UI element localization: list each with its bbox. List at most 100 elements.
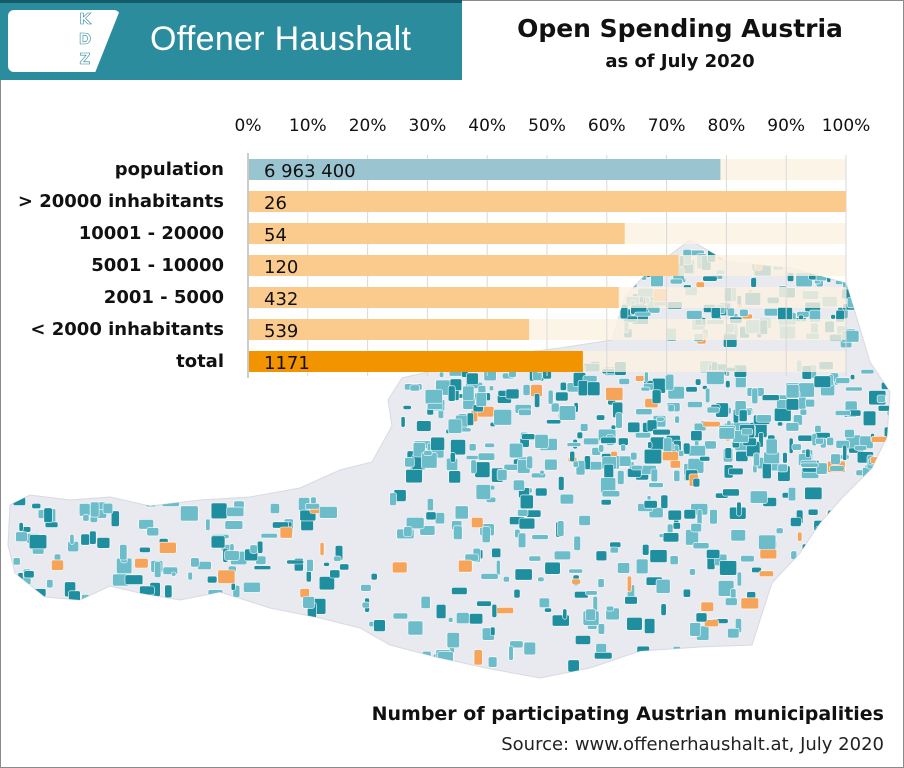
municipality-patch	[643, 448, 663, 465]
municipality-patch	[469, 613, 484, 625]
municipality-patch	[451, 586, 468, 595]
bar	[249, 191, 846, 212]
municipality-patch	[724, 597, 738, 606]
municipality-patch	[650, 468, 658, 483]
municipality-patch	[627, 421, 641, 433]
brand-banner: K D Z Offener Haushalt	[0, 0, 462, 80]
municipality-patch	[727, 627, 740, 639]
municipality-patch	[28, 534, 48, 550]
municipality-patch	[725, 380, 731, 389]
municipality-patch	[758, 534, 777, 550]
municipality-patch	[844, 428, 855, 439]
municipality-patch	[447, 385, 456, 402]
municipality-patch	[862, 410, 877, 426]
x-tick-label: 30%	[409, 116, 447, 136]
municipality-patch	[751, 566, 762, 574]
municipality-patch	[690, 430, 703, 442]
municipality-patch	[404, 457, 415, 468]
municipality-patch	[727, 467, 744, 476]
category-label: 2001 - 5000	[104, 287, 224, 308]
municipality-patch	[466, 412, 475, 426]
municipality-patch	[689, 622, 701, 637]
municipality-patch	[667, 404, 675, 413]
municipality-patch	[635, 408, 653, 416]
municipality-patch	[69, 533, 75, 545]
category-label: total	[176, 351, 224, 372]
municipality-patch	[475, 392, 487, 407]
municipality-patch	[787, 486, 797, 502]
municipality-patch	[243, 581, 261, 593]
municipality-patch	[389, 492, 397, 506]
municipality-patch	[18, 522, 24, 532]
municipality-patch	[522, 384, 531, 396]
municipality-patch	[253, 565, 272, 570]
category-label: 10001 - 20000	[79, 223, 224, 244]
municipality-patch	[96, 537, 111, 549]
municipality-patch	[12, 557, 21, 566]
municipality-patch	[392, 612, 409, 620]
bar	[249, 319, 530, 340]
municipality-patch	[528, 555, 542, 562]
municipality-patch	[562, 608, 568, 620]
municipality-patch	[574, 635, 591, 645]
municipality-patch	[505, 388, 520, 400]
x-tick-label: 100%	[822, 116, 871, 136]
municipality-patch	[493, 408, 513, 426]
municipality-patch	[736, 571, 742, 587]
municipality-patch	[797, 531, 803, 542]
x-tick-label: 20%	[349, 116, 387, 136]
municipality-patch	[813, 375, 832, 388]
municipality-patch	[673, 469, 681, 482]
municipality-patch	[164, 584, 173, 599]
municipality-patch	[626, 575, 632, 593]
municipality-patch	[876, 394, 886, 404]
municipality-patch	[593, 651, 613, 660]
municipality-patch	[572, 460, 579, 468]
logo-letter-d: D	[78, 30, 92, 49]
municipality-patch	[502, 575, 510, 583]
municipality-patch	[391, 561, 408, 574]
municipality-patch	[80, 533, 90, 546]
x-tick-label: 40%	[468, 116, 506, 136]
municipality-patch	[489, 626, 496, 636]
municipality-patch	[462, 385, 475, 401]
municipality-patch	[46, 579, 54, 589]
municipality-patch	[685, 386, 698, 393]
municipality-patch	[739, 308, 749, 317]
municipality-patch	[643, 500, 658, 509]
municipality-patch	[804, 486, 823, 500]
municipality-patch	[559, 381, 567, 391]
municipality-patch	[544, 458, 558, 471]
municipality-patch	[373, 619, 386, 632]
municipality-patch	[814, 424, 822, 433]
municipality-patch	[205, 518, 211, 531]
municipality-patch	[662, 532, 680, 543]
municipality-patch	[571, 578, 581, 585]
municipality-patch	[585, 608, 596, 621]
municipality-patch	[853, 444, 868, 451]
municipality-patch	[518, 517, 536, 530]
municipality-patch	[329, 569, 341, 579]
municipality-patch	[610, 450, 618, 457]
municipality-patch	[634, 432, 652, 439]
municipality-patch	[544, 561, 561, 575]
category-label: > 20000 inhabitants	[18, 191, 224, 212]
municipality-patch	[705, 387, 711, 404]
municipality-patch	[700, 601, 715, 612]
municipality-patch	[447, 616, 454, 623]
municipality-patch	[578, 515, 591, 526]
municipality-patch	[595, 550, 608, 562]
municipality-patch	[487, 656, 498, 668]
municipality-patch	[692, 477, 701, 488]
municipality-patch	[719, 560, 738, 576]
municipality-patch	[785, 422, 800, 432]
municipality-patch	[667, 509, 682, 521]
municipality-patch	[306, 558, 314, 572]
municipality-patch	[310, 496, 317, 505]
municipality-patch	[648, 482, 664, 488]
municipality-patch	[319, 541, 325, 556]
municipality-patch	[775, 527, 784, 534]
municipality-patch	[761, 394, 780, 401]
municipality-patch	[518, 408, 532, 416]
municipality-patch	[699, 455, 711, 462]
